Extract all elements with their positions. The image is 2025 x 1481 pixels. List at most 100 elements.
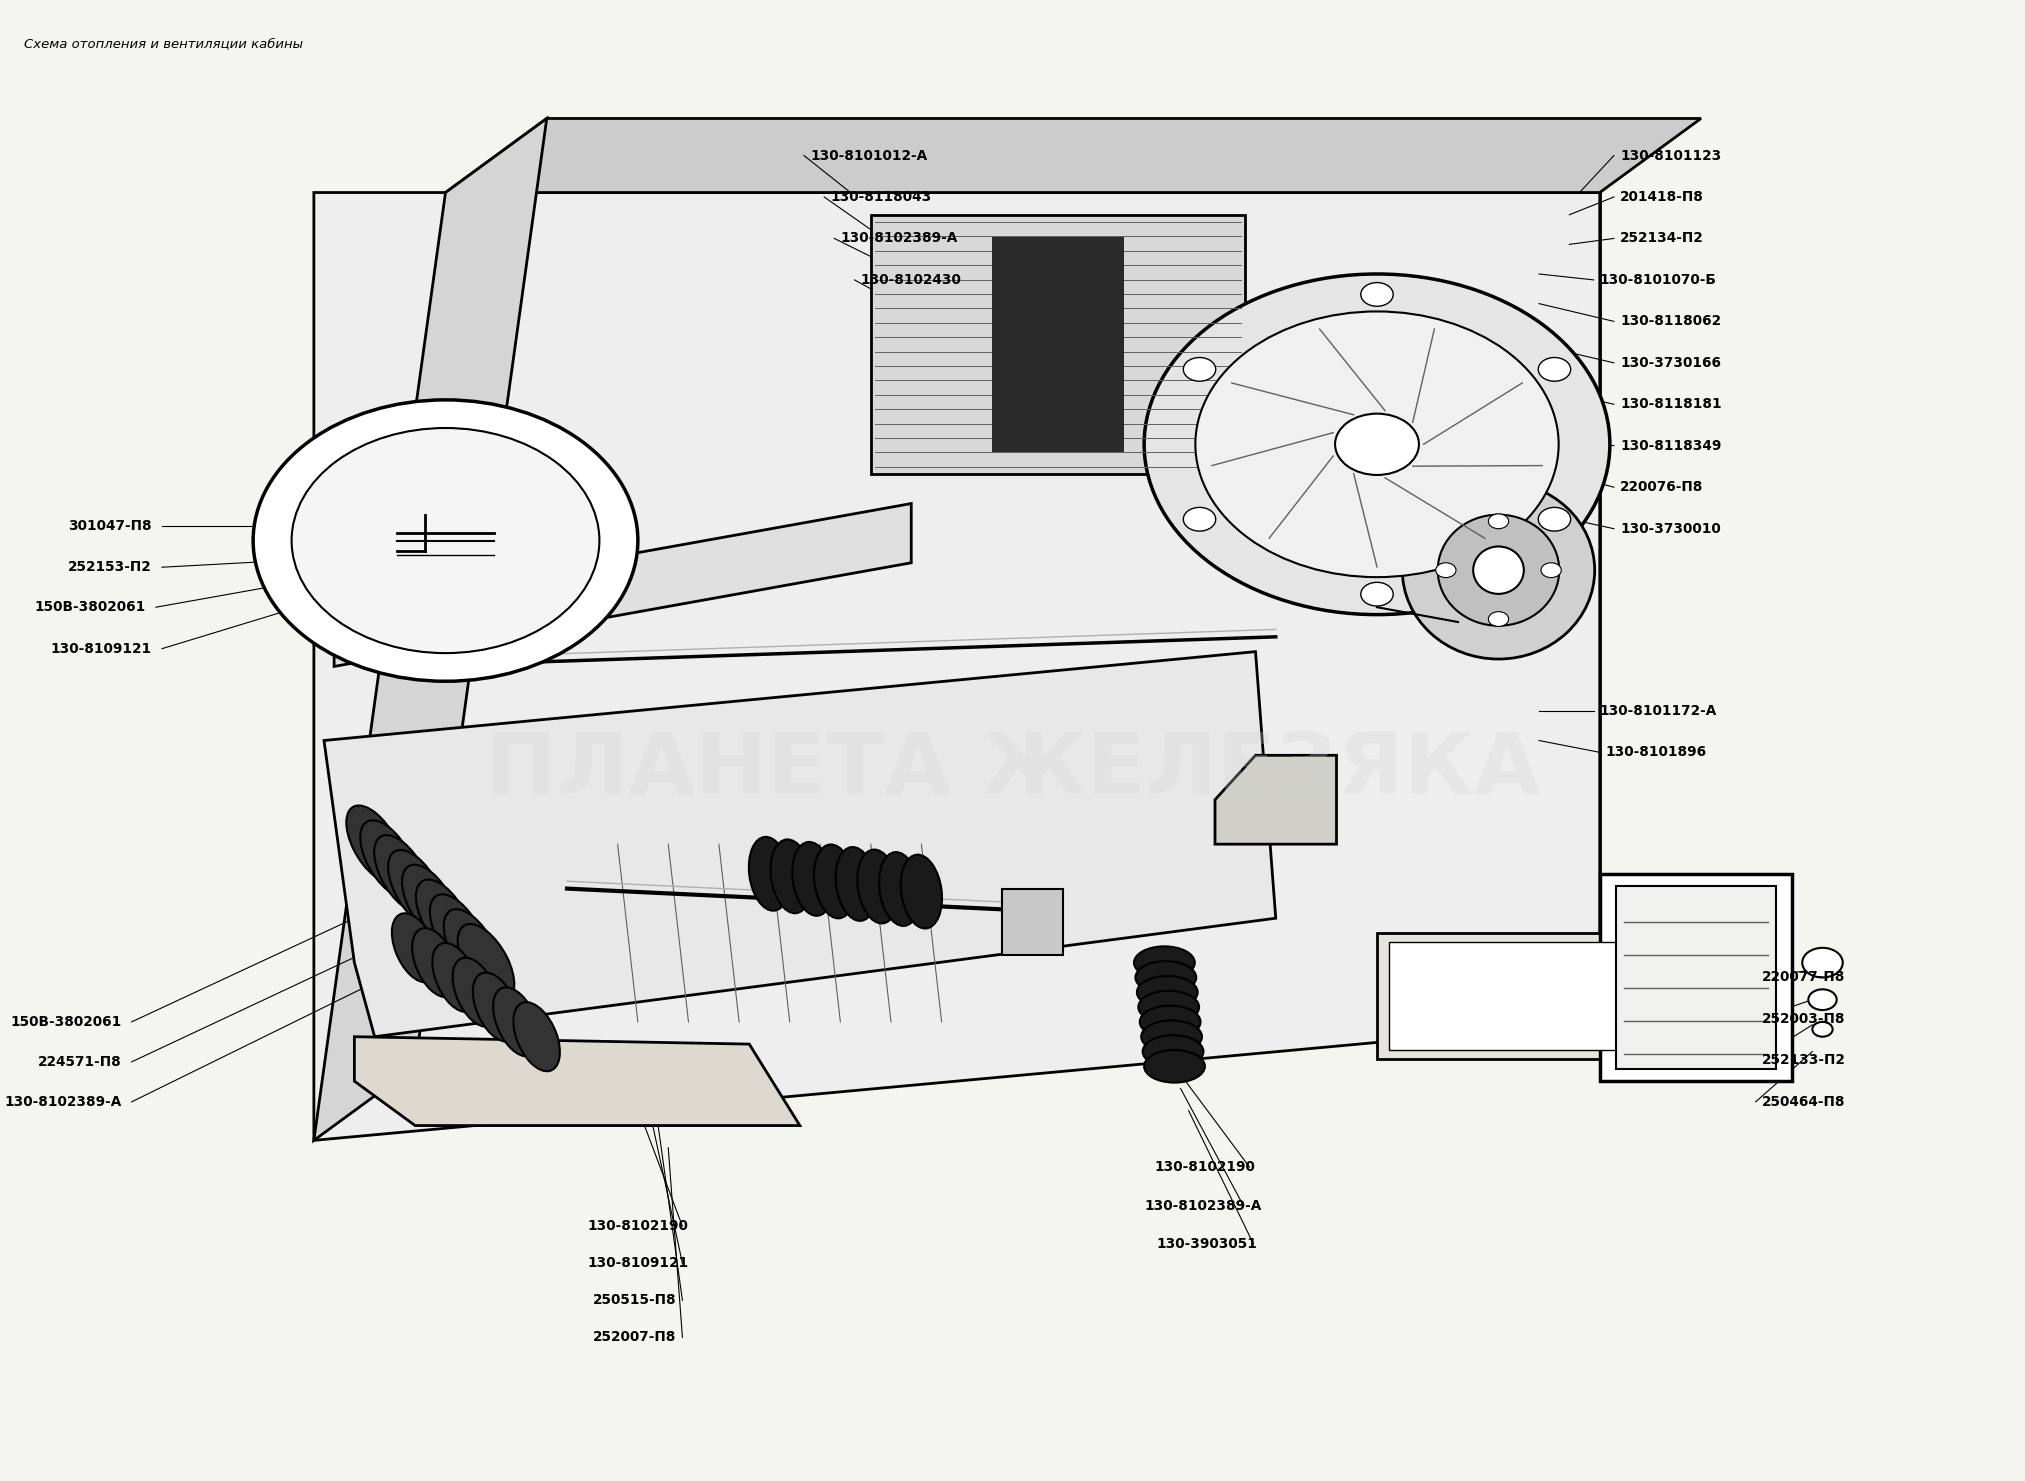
Text: 220077-П8: 220077-П8 — [1762, 970, 1845, 985]
Ellipse shape — [346, 806, 403, 883]
Text: 130-8118349: 130-8118349 — [1620, 438, 1721, 453]
Circle shape — [1195, 311, 1559, 578]
Text: 130-8101172-А: 130-8101172-А — [1600, 703, 1717, 718]
Polygon shape — [446, 118, 1701, 193]
Text: 252007-П8: 252007-П8 — [593, 1330, 676, 1345]
Bar — [1002, 889, 1063, 955]
Bar — [1377, 933, 1660, 1059]
Ellipse shape — [413, 929, 458, 997]
Circle shape — [292, 428, 599, 653]
Circle shape — [253, 400, 638, 681]
Circle shape — [1541, 563, 1561, 578]
Bar — [992, 237, 1124, 452]
Text: 250464-П8: 250464-П8 — [1762, 1094, 1845, 1109]
Ellipse shape — [1134, 946, 1195, 979]
Ellipse shape — [458, 924, 514, 1001]
Text: 130-8102430: 130-8102430 — [861, 273, 962, 287]
Circle shape — [1183, 357, 1215, 381]
Circle shape — [1144, 274, 1610, 615]
Text: Схема отопления и вентиляции кабины: Схема отопления и вентиляции кабины — [24, 37, 304, 50]
Circle shape — [1808, 989, 1837, 1010]
Ellipse shape — [772, 840, 812, 914]
Polygon shape — [1215, 755, 1336, 844]
Circle shape — [1539, 357, 1571, 381]
Ellipse shape — [433, 943, 478, 1012]
Text: 250515-П8: 250515-П8 — [593, 1293, 676, 1308]
Ellipse shape — [443, 909, 500, 986]
Text: 130-8102389-А: 130-8102389-А — [840, 231, 958, 246]
Bar — [1389, 942, 1648, 1050]
Ellipse shape — [1136, 961, 1197, 994]
Text: 252133-П2: 252133-П2 — [1762, 1053, 1845, 1068]
Text: ПЛАНЕТА ЖЕЛЕЗЯКА: ПЛАНЕТА ЖЕЛЕЗЯКА — [484, 729, 1541, 812]
Ellipse shape — [415, 880, 472, 957]
Text: 224571-П8: 224571-П8 — [38, 1054, 122, 1069]
Text: 130-3903051: 130-3903051 — [1156, 1237, 1258, 1251]
Circle shape — [1436, 563, 1456, 578]
Ellipse shape — [454, 958, 498, 1026]
Polygon shape — [334, 504, 911, 666]
Polygon shape — [354, 1037, 800, 1126]
Text: 301047-П8: 301047-П8 — [69, 518, 152, 533]
Circle shape — [1488, 514, 1509, 529]
Text: 130-8101896: 130-8101896 — [1606, 745, 1707, 760]
Text: 252134-П2: 252134-П2 — [1620, 231, 1703, 246]
Ellipse shape — [360, 820, 417, 897]
Text: 130-8118043: 130-8118043 — [830, 190, 932, 204]
Ellipse shape — [393, 914, 437, 982]
Polygon shape — [314, 118, 547, 1140]
Text: 252003-П8: 252003-П8 — [1762, 1012, 1845, 1026]
Bar — [871, 215, 1245, 474]
Text: 130-8102190: 130-8102190 — [1154, 1160, 1256, 1174]
Bar — [1616, 886, 1776, 1069]
Circle shape — [1334, 413, 1420, 475]
Text: 252153-П2: 252153-П2 — [69, 560, 152, 575]
Text: 130-8109121: 130-8109121 — [51, 641, 152, 656]
Text: 130-3730010: 130-3730010 — [1620, 521, 1721, 536]
Ellipse shape — [1142, 1020, 1203, 1053]
Text: 201418-П8: 201418-П8 — [1620, 190, 1703, 204]
Ellipse shape — [792, 843, 834, 915]
Bar — [1600, 874, 1792, 1081]
Ellipse shape — [1474, 546, 1525, 594]
Text: 130-8101123: 130-8101123 — [1620, 148, 1721, 163]
Text: 130-8101070-Б: 130-8101070-Б — [1600, 273, 1717, 287]
Ellipse shape — [1142, 1035, 1203, 1068]
Ellipse shape — [836, 847, 877, 921]
Text: 130-8118062: 130-8118062 — [1620, 314, 1721, 329]
Circle shape — [1812, 1022, 1833, 1037]
Circle shape — [1183, 508, 1215, 532]
Ellipse shape — [1140, 1006, 1201, 1038]
Text: 130-8109121: 130-8109121 — [587, 1256, 689, 1271]
Text: 130-8102190: 130-8102190 — [587, 1219, 689, 1234]
Text: 220076-П8: 220076-П8 — [1620, 480, 1703, 495]
Circle shape — [1361, 582, 1393, 606]
Text: 150В-3802061: 150В-3802061 — [34, 600, 146, 615]
Text: 130-8102389-А: 130-8102389-А — [4, 1094, 121, 1109]
Polygon shape — [314, 193, 1600, 1140]
Circle shape — [1488, 612, 1509, 626]
Text: 130-3730166: 130-3730166 — [1620, 355, 1721, 370]
Text: 130-8118181: 130-8118181 — [1620, 397, 1721, 412]
Polygon shape — [324, 652, 1276, 1037]
Ellipse shape — [901, 855, 942, 929]
Ellipse shape — [814, 844, 855, 918]
Text: 150В-3802061: 150В-3802061 — [10, 1014, 122, 1029]
Ellipse shape — [1401, 481, 1596, 659]
Circle shape — [1361, 283, 1393, 307]
Ellipse shape — [749, 837, 790, 911]
Ellipse shape — [389, 850, 446, 927]
Ellipse shape — [514, 1003, 559, 1071]
Text: 130-8101012-А: 130-8101012-А — [810, 148, 927, 163]
Ellipse shape — [375, 835, 431, 912]
Ellipse shape — [1136, 976, 1197, 1009]
Ellipse shape — [879, 852, 919, 926]
Ellipse shape — [429, 895, 486, 972]
Ellipse shape — [1138, 991, 1199, 1023]
Ellipse shape — [1144, 1050, 1205, 1083]
Circle shape — [1539, 508, 1571, 532]
Text: 130-8102389-А: 130-8102389-А — [1144, 1198, 1262, 1213]
Ellipse shape — [857, 850, 899, 923]
Circle shape — [1802, 948, 1843, 977]
Ellipse shape — [403, 865, 458, 942]
